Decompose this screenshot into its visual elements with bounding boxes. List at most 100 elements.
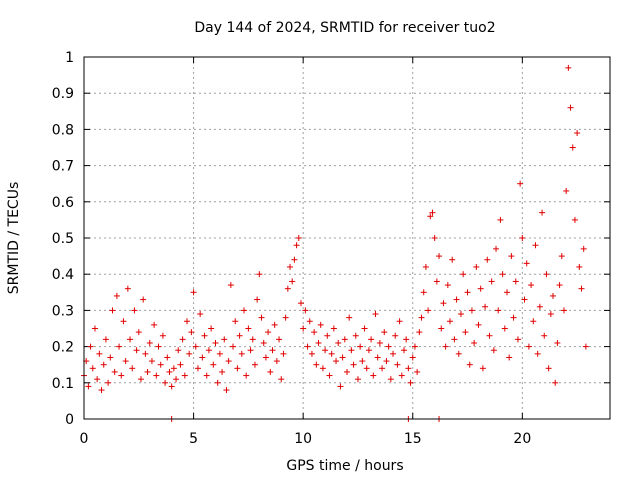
- data-point: [170, 365, 177, 372]
- data-point: [105, 379, 112, 386]
- data-point: [427, 213, 434, 220]
- data-point: [271, 321, 278, 328]
- data-point: [142, 350, 149, 357]
- data-point: [91, 325, 98, 332]
- data-point: [166, 368, 173, 375]
- data-point: [510, 314, 517, 321]
- y-tick-label: 0.5: [52, 231, 74, 247]
- data-point: [137, 376, 144, 383]
- data-point: [85, 383, 92, 390]
- data-point: [251, 361, 258, 368]
- y-tick-label: 0.2: [52, 340, 74, 356]
- data-point: [477, 285, 484, 292]
- data-point: [179, 336, 186, 343]
- data-point: [219, 368, 226, 375]
- data-point: [403, 336, 410, 343]
- data-point: [284, 285, 291, 292]
- data-point: [560, 307, 567, 314]
- data-point: [324, 332, 331, 339]
- data-point: [199, 354, 206, 361]
- data-point: [563, 187, 570, 194]
- data-point: [311, 329, 318, 336]
- data-point: [468, 307, 475, 314]
- data-point: [376, 339, 383, 346]
- data-point: [232, 318, 239, 325]
- data-point: [162, 379, 169, 386]
- data-point: [368, 336, 375, 343]
- data-point: [534, 350, 541, 357]
- data-point: [490, 347, 497, 354]
- data-point: [506, 354, 513, 361]
- data-point: [556, 282, 563, 289]
- data-point: [398, 372, 405, 379]
- data-point: [521, 296, 528, 303]
- y-tick-label: 0.4: [52, 267, 74, 283]
- x-tick-label: 5: [189, 431, 198, 447]
- data-point: [503, 289, 510, 296]
- data-point: [258, 314, 265, 321]
- data-point: [372, 311, 379, 318]
- data-point: [414, 368, 421, 375]
- data-point: [431, 235, 438, 241]
- y-tick-label: 1: [65, 50, 74, 66]
- data-point: [295, 235, 302, 241]
- data-point: [394, 361, 401, 368]
- data-point: [87, 343, 94, 350]
- data-point: [405, 365, 412, 372]
- data-point: [536, 303, 543, 310]
- data-point: [243, 372, 250, 379]
- data-point: [363, 365, 370, 372]
- data-point: [578, 285, 585, 292]
- data-point: [98, 387, 105, 394]
- plot-frame: [83, 56, 611, 420]
- data-point: [333, 358, 340, 365]
- data-point: [302, 307, 309, 314]
- data-point: [168, 383, 175, 390]
- data-point: [453, 296, 460, 303]
- data-point: [479, 365, 486, 372]
- data-point: [530, 318, 537, 325]
- data-point: [396, 318, 403, 325]
- data-point: [186, 350, 193, 357]
- data-point: [155, 343, 162, 350]
- data-points: [81, 64, 589, 422]
- data-point: [339, 354, 346, 361]
- data-point: [148, 358, 155, 365]
- x-tick-label: 10: [294, 431, 312, 447]
- data-point: [205, 347, 212, 354]
- x-axis-label: GPS time / hours: [286, 458, 403, 474]
- data-point: [289, 278, 296, 285]
- data-point: [543, 271, 550, 278]
- y-tick-label: 0: [65, 412, 74, 428]
- data-point: [444, 282, 451, 289]
- data-point: [545, 365, 552, 372]
- data-point: [223, 387, 230, 394]
- data-point: [473, 263, 480, 270]
- data-point: [225, 358, 232, 365]
- data-point: [282, 314, 289, 321]
- data-point: [567, 104, 574, 111]
- data-point: [374, 354, 381, 361]
- data-point: [541, 332, 548, 339]
- data-point: [387, 376, 394, 383]
- data-point: [127, 336, 134, 343]
- data-point: [337, 383, 344, 390]
- data-point: [328, 350, 335, 357]
- y-tick-label: 0.7: [52, 159, 74, 175]
- data-point: [411, 343, 418, 350]
- data-point: [418, 314, 425, 321]
- data-point: [440, 300, 447, 307]
- data-point: [164, 354, 171, 361]
- data-point: [407, 379, 414, 386]
- x-tick-label: 0: [80, 431, 89, 447]
- data-point: [552, 379, 559, 386]
- data-point: [260, 339, 267, 346]
- data-point: [293, 242, 300, 249]
- data-point: [131, 307, 138, 314]
- data-point: [308, 350, 315, 357]
- y-tick-label: 0.9: [52, 86, 74, 102]
- data-point: [234, 365, 241, 372]
- data-point: [457, 311, 464, 318]
- axis-ticks: 00.10.20.30.40.50.60.70.80.910 5 10 15 20: [52, 50, 610, 447]
